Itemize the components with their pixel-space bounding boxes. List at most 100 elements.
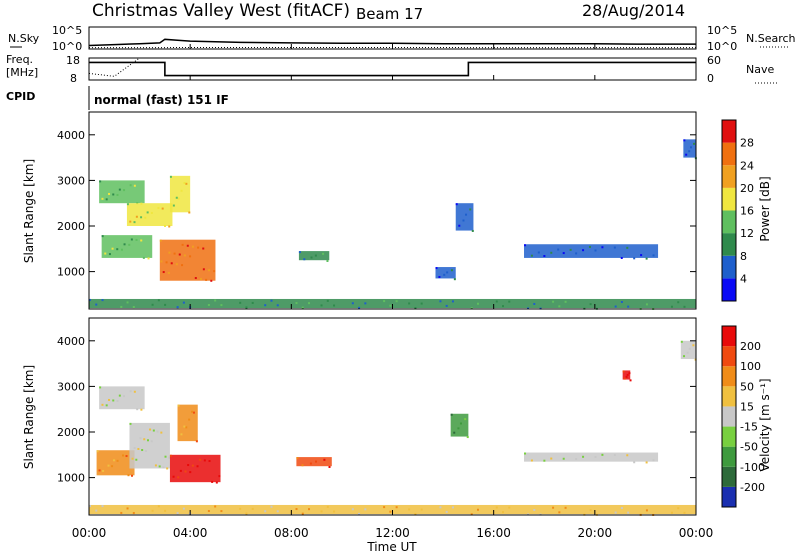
heat-speckle: [627, 511, 630, 514]
xtick-label: 00:00: [72, 526, 107, 540]
heat-speckle: [443, 273, 446, 276]
heat-speckle: [439, 300, 442, 303]
heat-speckle: [533, 508, 536, 511]
heat-speckle: [126, 301, 129, 304]
heat-speckle: [692, 344, 695, 347]
heat-speckle: [188, 418, 191, 421]
heat-speckle: [218, 475, 221, 478]
heat-speckle: [420, 302, 423, 305]
heat-speckle: [188, 211, 191, 214]
heat-speckle: [543, 255, 546, 258]
heat-speckle: [301, 512, 304, 515]
heat-speckle: [132, 512, 135, 515]
heat-speckle: [185, 182, 188, 185]
heat-speckle: [476, 302, 479, 305]
heat-speckle: [139, 437, 142, 440]
heat-speckle: [326, 505, 329, 508]
heat-speckle: [469, 208, 472, 211]
heat-speckle: [159, 239, 162, 242]
heat-speckle: [601, 246, 604, 249]
heat-region-5: [298, 251, 330, 261]
cpid-text: normal (fast) 151 IF: [94, 93, 229, 107]
heat-speckle: [470, 307, 473, 310]
heat-speckle: [670, 305, 673, 308]
ytick-label: 1000: [57, 266, 85, 279]
heat-speckle: [414, 513, 417, 516]
heat-speckle: [180, 433, 183, 436]
colorbar-tick-label: 200: [740, 340, 761, 353]
heat-speckle: [102, 469, 105, 472]
heat-speckle: [123, 189, 126, 192]
heat-speckle: [298, 251, 301, 254]
heat-speckle: [112, 193, 115, 196]
freq-tick-top: 18: [66, 54, 80, 67]
heat-speckle: [524, 452, 527, 455]
heat-speckle: [552, 300, 555, 303]
heat-speckle: [164, 455, 167, 458]
colorbar-swatch: [722, 233, 736, 256]
heat-speckle: [189, 471, 192, 474]
heat-speckle: [562, 252, 565, 255]
heat-speckle: [301, 306, 304, 309]
colorbar-tick-label: 15: [740, 400, 754, 413]
heat-speckle: [276, 510, 279, 513]
heat-speckle: [245, 306, 248, 309]
heat-speckle: [470, 513, 473, 516]
heat-speckle: [142, 256, 145, 259]
heat-speckle: [295, 302, 298, 305]
heat-speckle: [132, 306, 135, 309]
heat-speckle: [530, 459, 533, 462]
heat-region-1: [101, 235, 153, 258]
heat-region-5: [296, 457, 332, 467]
heat-speckle: [131, 457, 134, 460]
heat-speckle: [101, 197, 104, 200]
colorbar-swatch: [722, 466, 736, 487]
heat-speckle: [533, 302, 536, 305]
xtick-label: 12:00: [375, 526, 410, 540]
velocity-heatmap: [89, 340, 697, 516]
heat-region-9: [680, 340, 696, 360]
colorbar-swatch: [722, 446, 736, 467]
power-ylabel: Slant Range [km]: [22, 159, 36, 263]
freq-series-0: [89, 61, 696, 77]
heat-speckle: [133, 184, 136, 187]
heat-speckle: [172, 475, 175, 478]
colorbar-swatch: [722, 386, 736, 407]
heat-speckle: [122, 454, 125, 457]
heat-speckle: [502, 305, 505, 308]
heat-speckle: [502, 511, 505, 514]
heat-speckle: [670, 511, 673, 514]
heat-speckle: [164, 303, 167, 306]
heat-speckle: [320, 304, 323, 307]
heat-speckle: [195, 440, 198, 443]
velocity-colorbar: 200 100 50 15 -15 -50 -100 -200: [721, 325, 765, 508]
radar-title: Christmas Valley West (fitACF): [92, 1, 350, 21]
heat-speckle: [101, 505, 104, 508]
ytick-label: 4000: [57, 335, 85, 348]
power-colorbar-label: Power [dB]: [758, 176, 772, 241]
heat-speckle: [199, 277, 202, 280]
heat-speckle: [116, 248, 119, 251]
heat-speckle: [152, 429, 155, 432]
power-colorbar: 4 8 12 16 20 24 28: [721, 119, 754, 302]
heat-speckle: [459, 422, 462, 425]
heat-speckle: [151, 509, 154, 512]
heat-speckle: [690, 146, 693, 149]
heat-speckle: [270, 299, 273, 302]
heat-speckle: [358, 306, 361, 309]
colorbar-tick-label: 20: [740, 182, 754, 195]
heat-speckle: [125, 455, 128, 458]
colorbar-swatch: [722, 366, 736, 387]
heat-speckle: [464, 418, 467, 421]
heat-speckle: [116, 399, 119, 402]
heat-speckle: [89, 504, 91, 507]
heat-speckle: [128, 243, 131, 246]
heat-speckle: [323, 458, 326, 461]
heat-region-7: [524, 452, 659, 462]
heat-speckle: [550, 457, 553, 460]
colorbar-swatch: [722, 326, 736, 347]
heat-speckle: [453, 431, 456, 434]
heat-speckle: [446, 271, 449, 274]
colorbar-swatch: [722, 486, 736, 507]
